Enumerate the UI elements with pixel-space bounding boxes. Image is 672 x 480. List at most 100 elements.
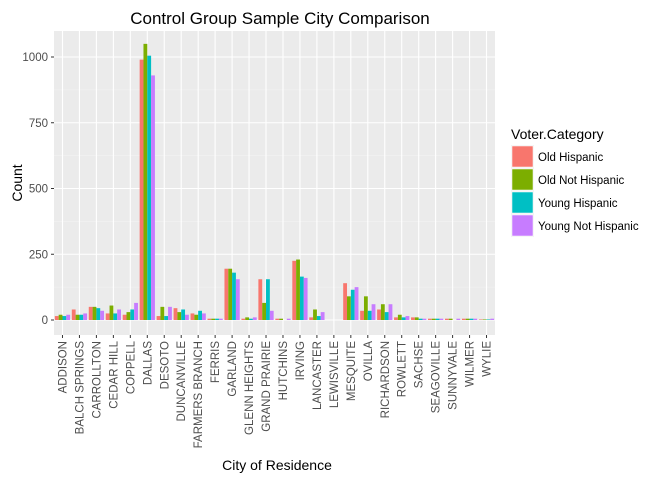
x-tick-label: LANCASTER <box>312 341 324 410</box>
bar <box>109 305 114 320</box>
y-tick-label: 0 <box>42 315 48 327</box>
bar <box>350 289 355 320</box>
bar <box>431 318 436 320</box>
legend-label: Young Hispanic <box>538 198 618 210</box>
bar <box>156 316 161 320</box>
bar <box>252 317 257 320</box>
x-tick-label: WILMER <box>465 341 477 387</box>
bar <box>113 313 118 320</box>
bar <box>388 304 393 320</box>
bar <box>482 319 487 320</box>
bar <box>354 287 359 320</box>
y-axis-title: Count <box>9 164 25 201</box>
bar <box>181 309 186 320</box>
bar <box>215 318 219 320</box>
legend-swatch <box>511 145 534 168</box>
bar <box>343 283 348 320</box>
bar <box>456 318 461 320</box>
bar <box>249 318 253 320</box>
bar <box>448 318 453 320</box>
x-tick-label: FERRIS <box>210 341 222 384</box>
bar <box>313 309 317 320</box>
x-tick-label: IRVING <box>295 341 307 380</box>
bar <box>299 276 304 320</box>
bar <box>262 302 267 320</box>
x-tick-label: OVILLA <box>363 341 375 382</box>
x-tick-label: ROWLETT <box>397 341 409 397</box>
x-tick-label: MESQUITE <box>346 341 358 401</box>
x-tick-label: LEWISVILLE <box>329 341 341 408</box>
y-tick-label: 500 <box>29 184 48 196</box>
bar <box>117 309 121 320</box>
bar <box>245 317 250 320</box>
bar <box>397 314 402 320</box>
bar <box>414 317 419 320</box>
bar <box>228 268 233 320</box>
bar <box>83 313 88 320</box>
bar <box>490 318 495 320</box>
legend-swatch <box>511 214 534 237</box>
x-tick-label: ADDISON <box>57 341 69 393</box>
bar <box>320 312 325 320</box>
x-tick-label: DALLAS <box>142 341 154 385</box>
bar <box>130 309 135 320</box>
legend-swatch <box>511 168 534 191</box>
bar <box>478 319 483 320</box>
bar <box>444 318 449 320</box>
x-tick-label: CARROLLTON <box>91 341 103 419</box>
bar <box>198 310 202 320</box>
bar <box>211 318 216 320</box>
bar <box>380 304 385 320</box>
bar <box>134 302 138 320</box>
bar <box>58 314 63 320</box>
bar <box>435 318 440 320</box>
bar <box>469 318 474 320</box>
bar <box>405 316 410 320</box>
x-tick-label: SUNNYVALE <box>448 341 460 410</box>
bar <box>71 309 76 320</box>
bars <box>54 43 495 321</box>
bar <box>139 59 144 320</box>
bar <box>465 318 470 320</box>
bar <box>428 318 432 320</box>
bar <box>309 317 314 320</box>
bar <box>303 277 308 320</box>
bar <box>168 306 172 320</box>
bar <box>224 268 229 320</box>
bar <box>201 313 206 320</box>
bar <box>147 55 152 321</box>
x-tick-label: GRAND PRAIRIE <box>261 341 273 432</box>
bar <box>347 296 351 320</box>
bar <box>88 306 93 320</box>
chart-title: Control Group Sample City Comparison <box>130 9 430 28</box>
bar <box>62 316 67 320</box>
x-tick-label: BALCH SPRINGS <box>74 341 86 435</box>
y-tick-label: 1000 <box>22 52 48 64</box>
bar <box>486 319 491 320</box>
bar <box>377 309 381 320</box>
legend-label: Old Not Hispanic <box>538 175 625 187</box>
bar <box>218 318 223 320</box>
bar <box>411 317 415 320</box>
bar <box>439 318 444 320</box>
bar <box>286 318 291 320</box>
bar <box>473 318 478 320</box>
bar <box>151 75 155 320</box>
bar <box>105 313 110 320</box>
bar <box>122 314 127 320</box>
bar <box>92 306 97 320</box>
legend-swatch <box>511 191 534 214</box>
bar <box>371 304 376 320</box>
x-tick-label: RICHARDSON <box>380 341 392 418</box>
y-axis: 0 250 500 750 1000 <box>22 52 54 327</box>
legend-label: Young Not Hispanic <box>538 221 639 233</box>
y-tick-label: 750 <box>29 118 48 130</box>
bar <box>422 318 427 320</box>
x-tick-label: GLENN HEIGHTS <box>244 341 256 435</box>
bar <box>266 279 270 320</box>
x-tick-label: SACHSE <box>414 341 426 389</box>
x-tick-label: WYLIE <box>482 341 494 377</box>
bar <box>241 318 246 320</box>
bar <box>160 306 165 320</box>
